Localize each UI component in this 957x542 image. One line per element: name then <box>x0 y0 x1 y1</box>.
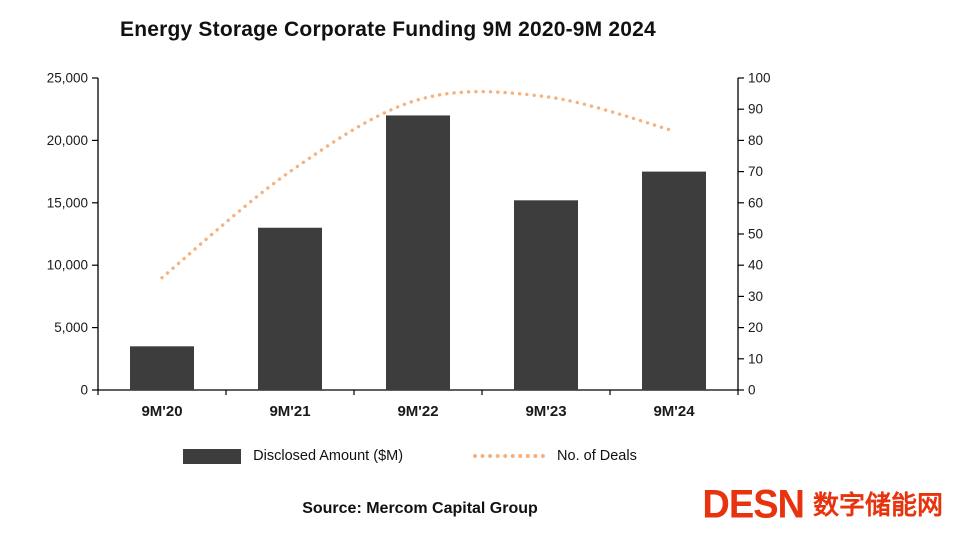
disclosed-amount-swatch <box>183 448 242 464</box>
bar-9M'21 <box>258 227 322 390</box>
right-tick-label: 90 <box>748 102 763 117</box>
x-label-9M'23: 9M'23 <box>525 403 566 420</box>
right-tick-label: 60 <box>748 195 763 210</box>
right-tick-label: 30 <box>748 289 763 304</box>
legend-item-no-of-deals: No. of Deals <box>473 448 637 464</box>
desn-logo-latin: DESN <box>702 482 805 528</box>
right-tick-label: 40 <box>748 258 763 273</box>
right-tick-label: 20 <box>748 320 763 335</box>
right-tick-label: 80 <box>748 133 763 148</box>
left-tick-label: 5,000 <box>54 320 88 335</box>
left-tick-label: 0 <box>80 383 88 398</box>
bar-9M'24 <box>642 171 706 390</box>
right-tick-label: 100 <box>748 71 771 86</box>
no-of-deals-swatch <box>473 454 546 458</box>
left-tick-label: 15,000 <box>47 195 88 210</box>
legend-label-no-of-deals: No. of Deals <box>557 448 637 464</box>
x-label-9M'22: 9M'22 <box>397 403 438 420</box>
chart-title: Energy Storage Corporate Funding 9M 2020… <box>120 18 656 41</box>
x-label-9M'20: 9M'20 <box>141 403 182 420</box>
x-label-9M'24: 9M'24 <box>653 403 695 420</box>
right-tick-label: 70 <box>748 164 763 179</box>
left-tick-label: 25,000 <box>47 71 88 86</box>
desn-logo: DESN 数字储能网 <box>702 482 943 528</box>
x-label-9M'21: 9M'21 <box>269 403 310 420</box>
bar-9M'23 <box>514 200 578 390</box>
deals-dotted-line <box>160 89 676 280</box>
legend-item-disclosed-amount: Disclosed Amount ($M) <box>183 448 403 464</box>
source-text: Source: Mercom Capital Group <box>302 500 538 517</box>
desn-logo-cjk: 数字储能网 <box>812 490 943 520</box>
left-tick-label: 20,000 <box>47 133 88 148</box>
right-tick-label: 0 <box>748 383 756 398</box>
left-tick-label: 10,000 <box>47 258 88 273</box>
right-tick-label: 10 <box>748 351 763 366</box>
right-tick-label: 50 <box>748 227 763 242</box>
bar-9M'20 <box>130 346 194 390</box>
legend-label-disclosed-amount: Disclosed Amount ($M) <box>253 448 404 464</box>
funding-combo-chart: 0 5,000 10,000 15,000 20,000 25,000 0 10 20 30 40 5… <box>47 71 771 421</box>
bar-9M'22 <box>386 115 450 390</box>
chart-legend: Disclosed Amount ($M) No. of Deals <box>0 448 820 464</box>
